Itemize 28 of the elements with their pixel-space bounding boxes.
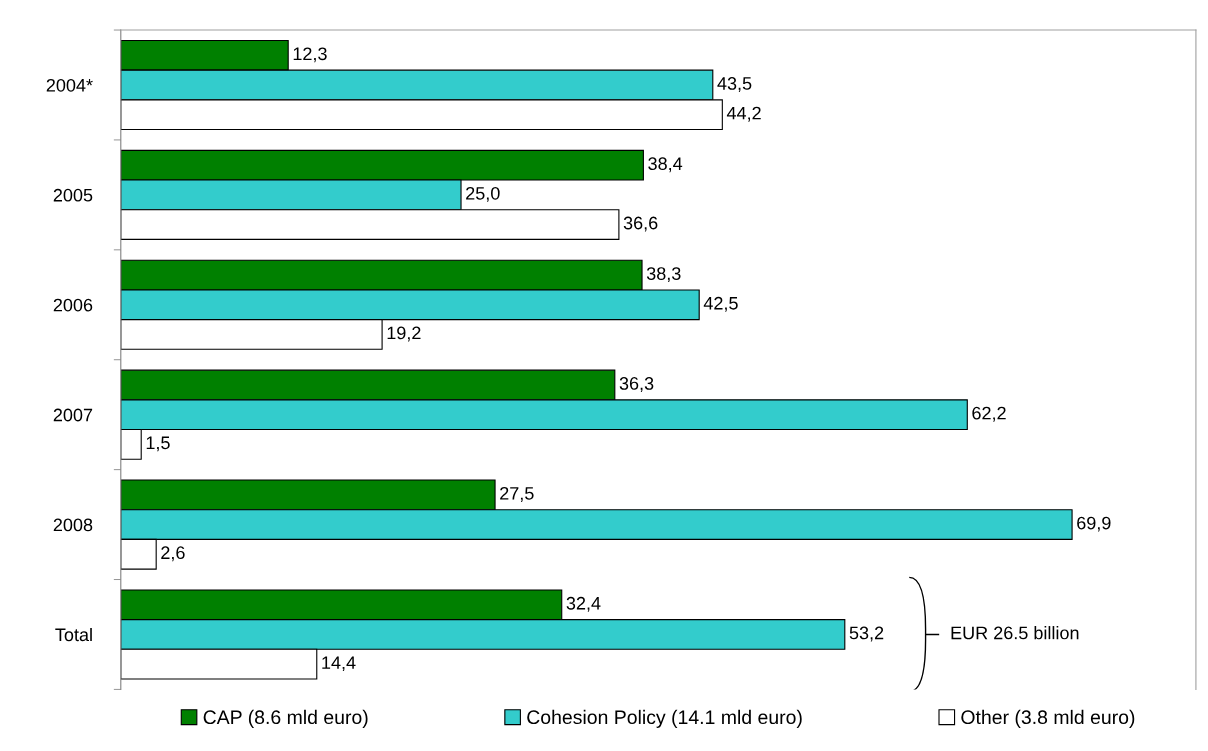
data-label: 53,2 (849, 626, 884, 642)
data-label: 27,5 (500, 486, 534, 502)
y-tick-label: 2007 (53, 408, 93, 422)
data-label: 36,6 (623, 216, 658, 232)
legend-label: Other (3.8 mld euro) (961, 709, 1135, 728)
y-tick-label: 2008 (53, 518, 93, 532)
y-tick-label: 2006 (53, 298, 93, 312)
data-label: 44,2 (726, 106, 761, 122)
data-label: 25,0 (466, 186, 500, 202)
data-label: 12,3 (293, 47, 327, 63)
data-label: 2,6 (161, 546, 185, 562)
legend-label: Cohesion Policy (14.1 mld euro) (527, 709, 802, 728)
y-tick-label: 2004* (46, 78, 93, 92)
data-label: 32,4 (566, 596, 601, 612)
legend-label: CAP (8.6 mld euro) (203, 709, 368, 728)
data-label: 36,3 (619, 377, 654, 392)
data-label: 69,9 (1077, 516, 1111, 532)
data-label: 62,2 (972, 406, 1006, 422)
data-label: 42,5 (703, 296, 738, 312)
data-label: 19,2 (387, 326, 421, 342)
data-label: 1,5 (146, 436, 170, 452)
data-label: 14,4 (322, 656, 356, 672)
annotation: EUR 26.5 billion (951, 626, 1079, 640)
y-tick-label: 2005 (53, 188, 93, 202)
data-label: 43,5 (717, 77, 752, 92)
y-tick-label: Total (55, 627, 92, 642)
data-label: 38,4 (648, 157, 683, 173)
data-label: 38,3 (646, 267, 681, 283)
